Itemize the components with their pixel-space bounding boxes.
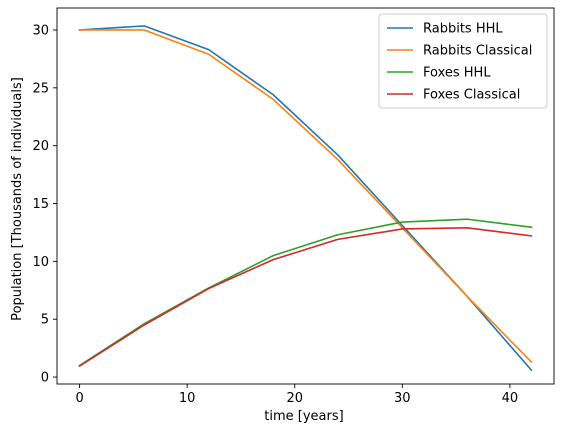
x-tick-label: 40: [502, 391, 519, 406]
plot-lines: [78, 25, 533, 372]
legend: Rabbits HHL Rabbits Classical Foxes HHL Fox…: [378, 13, 548, 109]
x-tick-label: 0: [75, 391, 83, 406]
series-line-4: [78, 227, 533, 368]
y-tick-label: 15: [32, 197, 49, 212]
y-tick-label: 10: [32, 255, 49, 270]
y-tick-label: 25: [32, 81, 49, 96]
x-tick-label: 10: [179, 391, 196, 406]
ticks: 0 10 20 30 40 0 5 10 15 20 25 30: [32, 23, 518, 406]
y-tick-label: 0: [41, 371, 49, 386]
legend-label-4: Foxes Classical: [423, 88, 520, 103]
series-line-3: [78, 218, 533, 367]
y-axis-label: Population [Thousands of individuals]: [10, 77, 25, 321]
x-tick-label: 20: [286, 391, 303, 406]
series-line-2: [78, 29, 533, 364]
axes: [56, 7, 555, 385]
plot-frame: [56, 7, 555, 385]
legend-label-2: Rabbits Classical: [423, 44, 532, 59]
y-tick-label: 20: [32, 139, 49, 154]
x-tick-label: 30: [394, 391, 411, 406]
legend-label-3: Foxes HHL: [423, 66, 491, 81]
y-tick-label: 5: [41, 313, 49, 328]
x-axis-label: time [years]: [264, 409, 343, 424]
y-tick-label: 30: [32, 23, 49, 38]
legend-box: [378, 13, 548, 109]
legend-label-1: Rabbits HHL: [423, 22, 503, 37]
